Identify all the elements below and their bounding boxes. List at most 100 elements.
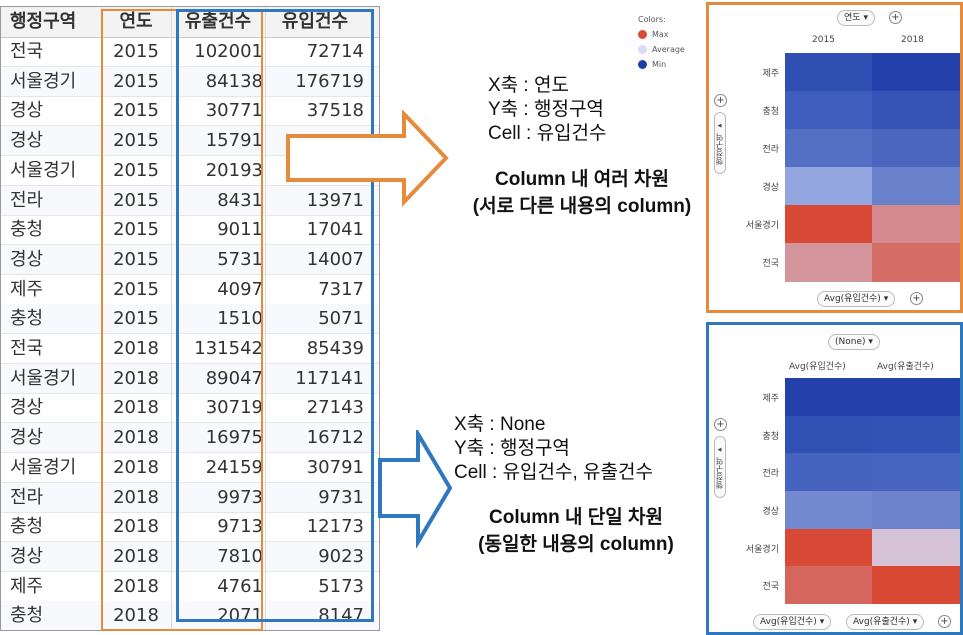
table-row[interactable]: 충청 2018 2071 8147: [1, 601, 379, 630]
table-row[interactable]: 경상 2018 30719 27143: [1, 393, 379, 424]
cell-value-pill-2[interactable]: Avg(유출건수) ▾: [846, 614, 925, 630]
cell-year: 2015: [113, 248, 159, 270]
cell-inflow: 16712: [306, 427, 364, 449]
table-row[interactable]: 서울경기 2015 20193: [1, 156, 379, 186]
table-row[interactable]: 경상 2018 16975 16712: [1, 423, 379, 454]
table-row[interactable]: 경상 2018 7810 9023: [1, 541, 379, 572]
table-row[interactable]: 제주 2015 4097 7317: [1, 275, 379, 305]
table-row[interactable]: 전라 2018 9973 9731: [1, 482, 379, 513]
cell-outflow: 8431: [217, 189, 263, 211]
cell-outflow: 9011: [217, 219, 263, 241]
cell-region: 전라: [10, 486, 44, 508]
annotation-line: X축 : 연도: [488, 75, 569, 96]
heatmap-cell[interactable]: [872, 91, 960, 130]
pill-label: Avg(유출건수): [853, 617, 910, 627]
annotation-line: Y축 : 행정구역: [454, 438, 570, 459]
heatmap-cell[interactable]: [872, 453, 960, 492]
heatmap-cell[interactable]: [872, 491, 960, 530]
cell-region: 제주: [10, 278, 44, 300]
cell-inflow: 5173: [318, 575, 364, 597]
data-table: 행정구역 연도 유출건수 유입건수 전국 2015 102001 72714 서울경기 2…: [0, 6, 380, 631]
add-cell-value-icon[interactable]: +: [938, 615, 951, 628]
table-row[interactable]: 경상 2015 30771 37518: [1, 96, 379, 127]
add-y-axis-icon[interactable]: +: [714, 94, 727, 107]
cell-region: 제주: [10, 575, 44, 597]
heatmap-cell[interactable]: [872, 205, 960, 244]
annotation-line: Cell : 유입건수: [488, 123, 607, 144]
table-row[interactable]: 서울경기 2015 84138 176719: [1, 66, 379, 97]
table-row[interactable]: 서울경기 2018 24159 30791: [1, 453, 379, 483]
pill-label: 연도: [844, 13, 861, 23]
add-cell-value-icon[interactable]: +: [910, 292, 923, 305]
heatmap-cell[interactable]: [872, 566, 960, 605]
heatmap-cell[interactable]: [872, 129, 960, 168]
table-row[interactable]: 충청 2018 9713 12173: [1, 512, 379, 543]
row-label: 충청: [762, 431, 779, 442]
heatmap-cell[interactable]: [785, 415, 873, 454]
header-outflow[interactable]: 유출건수: [184, 11, 252, 32]
table-row[interactable]: 제주 2018 4761 5173: [1, 572, 379, 602]
heatmap-cell[interactable]: [785, 378, 873, 417]
heatmap-panel-year: 연도 ▾ + 2015 2018 + 행정구역 ▸ 제주 충청 전라 경상 서울경기 전국…: [706, 2, 963, 313]
pill-label: (None): [835, 337, 866, 347]
cell-outflow: 30771: [205, 100, 263, 122]
heatmap-cell[interactable]: [785, 528, 873, 567]
cell-outflow: 102001: [194, 41, 263, 62]
table-row[interactable]: 충청 2015 9011 17041: [1, 215, 379, 246]
cell-inflow: 37518: [306, 100, 364, 122]
cell-year: 2018: [113, 545, 159, 567]
legend-title: Colors:: [638, 15, 666, 24]
heatmap-cell[interactable]: [785, 566, 873, 605]
cell-inflow: 117141: [295, 367, 364, 389]
cell-outflow: 9973: [217, 486, 263, 508]
heatmap-cell[interactable]: [785, 53, 873, 92]
table-row[interactable]: 충청 2015 1510 5071: [1, 304, 379, 335]
add-x-axis-icon[interactable]: +: [889, 11, 902, 24]
cell-region: 경상: [10, 397, 44, 419]
row-label: 전국: [762, 259, 779, 269]
header-year[interactable]: 연도: [119, 11, 153, 32]
heatmap-cell[interactable]: [872, 415, 960, 454]
cell-region: 서울경기: [10, 70, 77, 92]
table-row[interactable]: 전라 2015 8431 13971: [1, 185, 379, 216]
heatmap-cell[interactable]: [872, 167, 960, 206]
heatmap-cell[interactable]: [785, 91, 873, 130]
cell-inflow: 85439: [306, 338, 364, 359]
heatmap-cell[interactable]: [785, 129, 873, 168]
table-row[interactable]: 전국 2015 102001 72714: [1, 37, 379, 67]
cell-inflow: 7317: [318, 278, 364, 300]
cell-year: 2018: [113, 486, 159, 508]
heatmap-cell[interactable]: [785, 243, 873, 282]
cell-outflow: 131542: [194, 338, 263, 359]
table-header-row: 행정구역 연도 유출건수 유입건수: [1, 7, 379, 38]
cell-value-pill-1[interactable]: Avg(유입건수) ▾: [753, 614, 832, 630]
heatmap-panel-none: (None) ▾ Avg(유입건수) Avg(유출건수) + 행정구역 ▸ 제주…: [706, 322, 963, 635]
heatmap-cell[interactable]: [785, 453, 873, 492]
cell-inflow: 9731: [318, 486, 364, 508]
legend-item-min: Min: [638, 57, 685, 72]
heatmap-cell[interactable]: [785, 491, 873, 530]
cell-year: 2015: [113, 130, 159, 152]
heatmap-cell[interactable]: [872, 528, 960, 567]
table-row[interactable]: 전국 2018 131542 85439: [1, 334, 379, 364]
x-axis-pill[interactable]: 연도 ▾: [837, 10, 875, 26]
annotation-bottom-lines: X축 : None Y축 : 행정구역 Cell : 유입건수, 유출건수: [454, 413, 653, 485]
table-row[interactable]: 서울경기 2018 89047 117141: [1, 363, 379, 394]
cell-outflow: 20193: [205, 159, 263, 181]
heatmap-cell[interactable]: [785, 167, 873, 206]
header-region[interactable]: 행정구역: [10, 11, 77, 32]
table-row[interactable]: 경상 2015 5731 14007: [1, 244, 379, 275]
cell-inflow: 14007: [306, 248, 364, 270]
cell-year: 2018: [113, 605, 159, 627]
cell-outflow: 84138: [205, 70, 263, 92]
heatmap-cell[interactable]: [872, 243, 960, 282]
add-y-axis-icon[interactable]: +: [714, 418, 727, 431]
cell-inflow: 30791: [306, 456, 364, 478]
cell-value-pill[interactable]: Avg(유입건수) ▾: [817, 291, 896, 307]
header-inflow[interactable]: 유입건수: [281, 11, 349, 32]
cell-outflow: 4761: [217, 575, 263, 597]
heatmap-cell[interactable]: [872, 53, 960, 92]
x-axis-pill[interactable]: (None) ▾: [828, 334, 880, 350]
heatmap-cell[interactable]: [785, 205, 873, 244]
heatmap-cell[interactable]: [872, 378, 960, 417]
